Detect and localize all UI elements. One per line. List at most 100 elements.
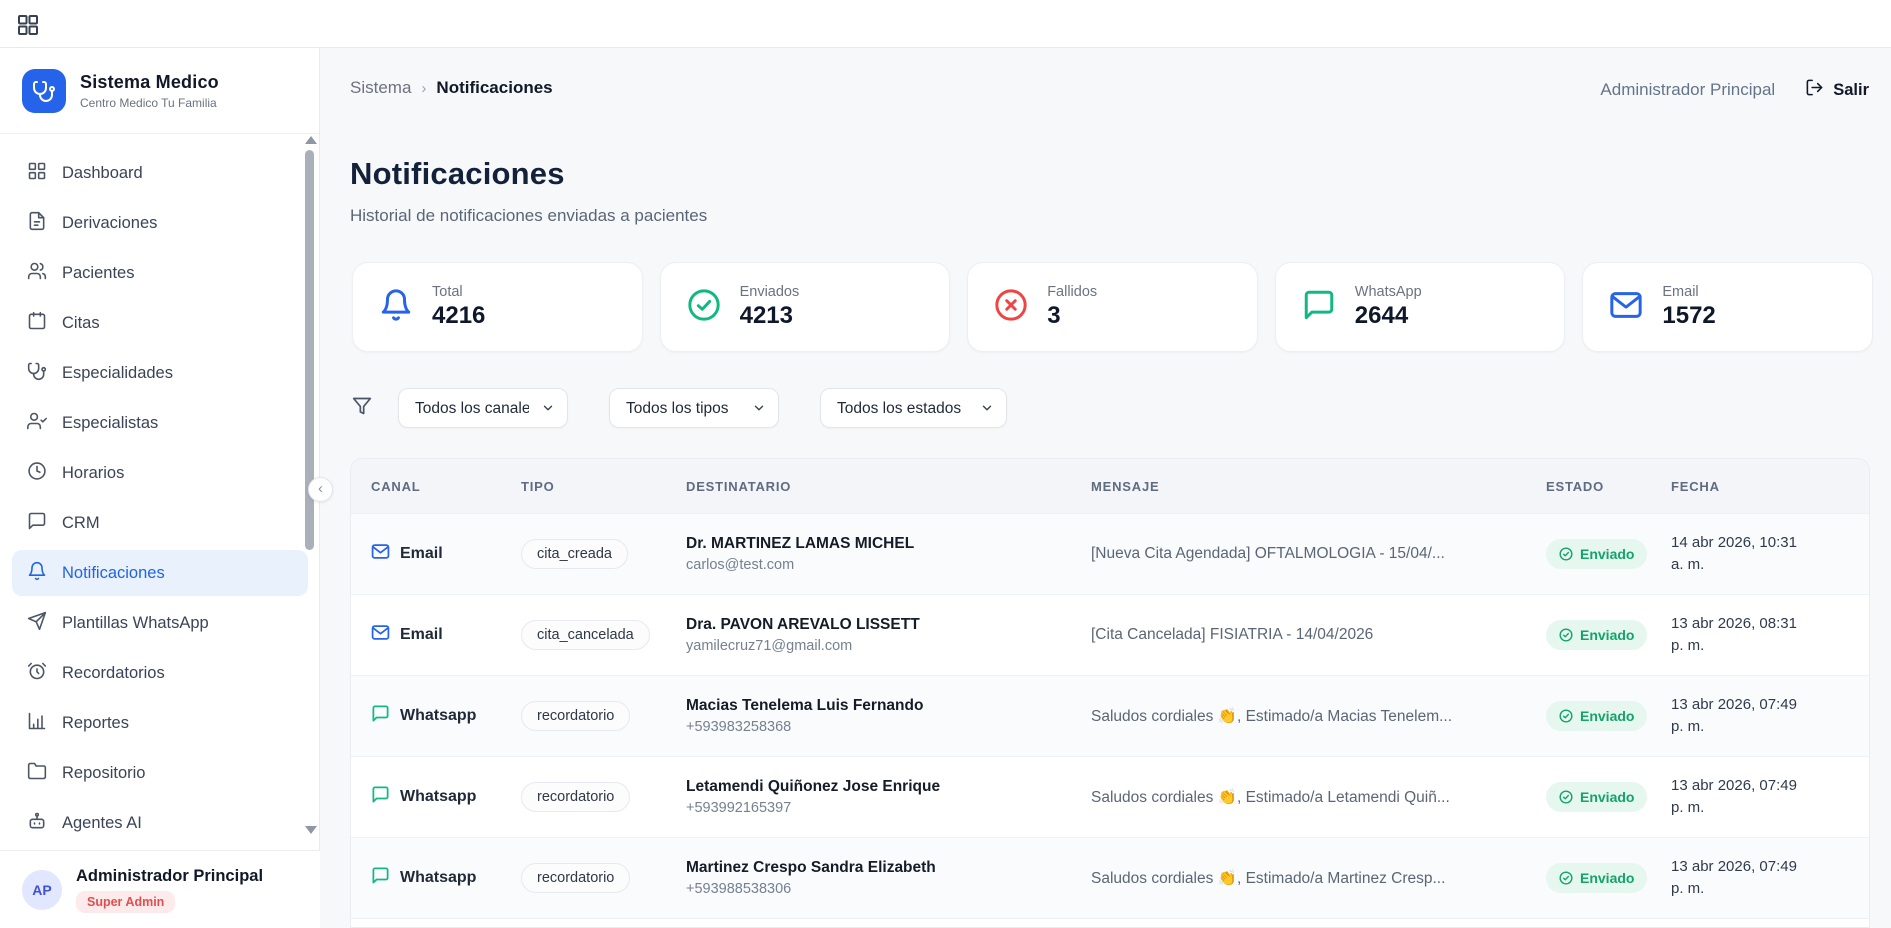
bell-icon (27, 561, 47, 586)
sidebar-item-especialidades[interactable]: Especialidades (12, 350, 308, 396)
recipient-name: Dr. MARTINEZ LAMAS MICHEL (686, 535, 915, 552)
whatsapp-chat-icon (371, 785, 390, 809)
type-badge: recordatorio (521, 863, 631, 893)
table-row: Email cita_cancelada Dra. PAVON AREVALO … (351, 594, 1869, 675)
table-row: Email cita_creada Dr. MARTINEZ LAMAS MIC… (351, 513, 1869, 594)
message-text: Saludos cordiales 👏, Estimado/a Martinez… (1091, 869, 1446, 887)
type-badge: recordatorio (521, 782, 631, 812)
logout-button[interactable]: Salir (1805, 78, 1869, 102)
status-badge: Enviado (1546, 863, 1648, 893)
stat-label: Fallidos (1047, 284, 1098, 300)
filter-funnel-icon (352, 396, 372, 421)
table-row: Whatsapp recordatorio Macias Tenelema Lu… (351, 675, 1869, 756)
dashboard-grid-icon (27, 161, 47, 186)
sidebar-item-citas[interactable]: Citas (12, 300, 308, 346)
sidebar-item-label: Plantillas WhatsApp (62, 613, 209, 632)
sidebar-item-label: Especialistas (62, 413, 159, 432)
table-header-row: CANAL TIPO DESTINATARIO MENSAJE ESTADO F… (351, 459, 1869, 513)
sidebar-item-label: Reportes (62, 713, 129, 732)
date-cell: 13 abr 2026, 07:49 p. m. (1671, 858, 1797, 897)
alarm-clock-icon (27, 661, 47, 686)
sidebar-item-reportes[interactable]: Reportes (12, 700, 308, 746)
stat-value: 4216 (432, 302, 486, 329)
breadcrumb: Sistema › Notificaciones (350, 78, 553, 98)
column-header-tipo: TIPO (521, 478, 555, 494)
chevron-right-icon: › (421, 79, 427, 97)
stat-label: Email (1662, 284, 1699, 300)
recipient-contact: +593992165397 (686, 800, 792, 816)
user-name: Administrador Principal (76, 866, 264, 885)
logout-label: Salir (1833, 80, 1869, 99)
robot-icon (27, 811, 47, 836)
stat-value: 3 (1047, 302, 1061, 329)
stat-label: WhatsApp (1354, 284, 1422, 300)
status-badge: Enviado (1546, 782, 1648, 812)
channel-label: Whatsapp (400, 869, 477, 886)
stat-value: 1572 (1662, 302, 1716, 329)
app-subtitle: Centro Medico Tu Familia (80, 95, 217, 110)
message-text: [Nueva Cita Agendada] OFTALMOLOGIA - 15/… (1091, 545, 1445, 562)
sidebar-item-label: Citas (62, 313, 100, 332)
check-circle-icon (687, 288, 721, 327)
table-row: Whatsapp recordatorio Letamendi Quiñonez… (351, 756, 1869, 837)
sidebar-item-notificaciones[interactable]: Notificaciones (12, 550, 308, 596)
calendar-icon (27, 311, 47, 336)
sidebar-item-plantillas-whatsapp[interactable]: Plantillas WhatsApp (12, 600, 308, 646)
folder-icon (27, 761, 47, 786)
column-header-estado: ESTADO (1546, 478, 1605, 494)
sidebar-scroll-up-arrow[interactable] (305, 136, 317, 144)
recipient-contact: carlos@test.com (686, 557, 795, 573)
breadcrumb-link-sistema[interactable]: Sistema (350, 78, 412, 97)
breadcrumb-current: Notificaciones (436, 78, 553, 97)
sidebar-item-recordatorios[interactable]: Recordatorios (12, 650, 308, 696)
brand: Sistema Medico Centro Medico Tu Familia (0, 48, 319, 134)
recipient-contact: +593988538306 (686, 881, 792, 897)
sidebar-scroll-down-arrow[interactable] (305, 826, 317, 834)
recipient-name: Macias Tenelema Luis Fernando (686, 697, 924, 714)
sidebar-item-dashboard[interactable]: Dashboard (12, 150, 308, 196)
status-filter-select[interactable]: Todos los estados (820, 388, 1007, 428)
stat-value: 4213 (739, 302, 793, 329)
bar-chart-icon (27, 711, 47, 736)
message-text: Saludos cordiales 👏, Estimado/a Letamend… (1091, 788, 1450, 806)
sidebar-item-label: Recordatorios (62, 663, 165, 682)
sidebar-item-pacientes[interactable]: Pacientes (12, 250, 308, 296)
column-header-canal: CANAL (371, 478, 421, 494)
apps-grid-icon[interactable] (16, 13, 40, 37)
sidebar-item-label: Horarios (62, 463, 125, 482)
role-badge: Super Admin (76, 890, 176, 913)
sidebar-item-repositorio[interactable]: Repositorio (12, 750, 308, 796)
channel-label: Email (400, 545, 443, 562)
status-badge: Enviado (1546, 620, 1648, 650)
sidebar-item-derivaciones[interactable]: Derivaciones (12, 200, 308, 246)
stat-card-fallidos: Fallidos 3 (967, 262, 1258, 352)
page-title: Notificaciones (350, 156, 565, 191)
recipient-name: Dra. PAVON AREVALO LISSETT (686, 616, 920, 633)
table-row-partial (351, 918, 1869, 927)
chat-bubble-icon (27, 511, 47, 536)
clock-icon (27, 461, 47, 486)
sidebar: Sistema Medico Centro Medico Tu Familia … (0, 48, 320, 928)
sidebar-item-especialistas[interactable]: Especialistas (12, 400, 308, 446)
page-subtitle: Historial de notificaciones enviadas a p… (350, 206, 708, 225)
sidebar-collapse-button[interactable]: ‹ (308, 477, 333, 502)
send-icon (27, 611, 47, 636)
type-badge: cita_creada (521, 539, 628, 569)
sidebar-item-agentes-ai[interactable]: Agentes AI (12, 800, 308, 846)
sidebar-item-label: Pacientes (62, 263, 135, 282)
recipient-name: Letamendi Quiñonez Jose Enrique (686, 778, 941, 795)
sidebar-item-label: Notificaciones (62, 563, 165, 582)
sidebar-item-horarios[interactable]: Horarios (12, 450, 308, 496)
avatar: AP (22, 869, 62, 910)
channel-filter-select[interactable]: Todos los canales (398, 388, 568, 428)
sidebar-item-label: CRM (62, 513, 100, 532)
stat-label: Total (432, 284, 463, 300)
stethoscope-icon (27, 361, 47, 386)
sidebar-item-label: Especialidades (62, 363, 173, 382)
sidebar-scrollbar-thumb[interactable] (305, 150, 314, 550)
column-header-destinatario: DESTINATARIO (686, 478, 792, 494)
sidebar-item-crm[interactable]: CRM (12, 500, 308, 546)
type-filter-select[interactable]: Todos los tipos (609, 388, 779, 428)
date-cell: 13 abr 2026, 07:49 p. m. (1671, 777, 1797, 816)
sidebar-user-footer: AP Administrador Principal Super Admin (0, 850, 320, 928)
